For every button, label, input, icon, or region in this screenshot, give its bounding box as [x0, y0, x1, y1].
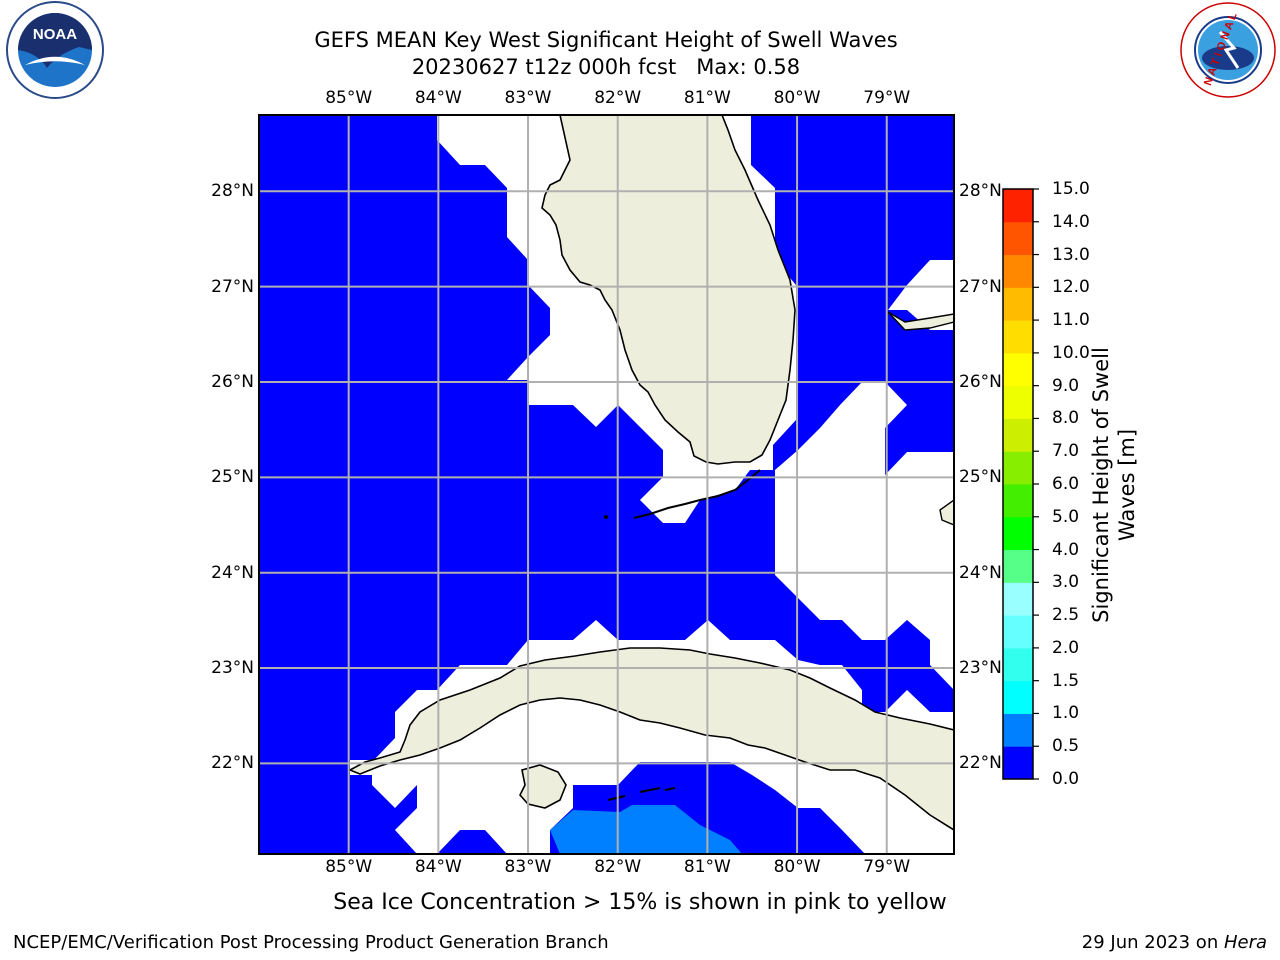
colorbar-segment — [1003, 451, 1033, 485]
lon-tick-label-bot: 79°W — [863, 857, 911, 877]
colorbar-segment — [1003, 582, 1033, 616]
lon-tick-label-bot: 82°W — [594, 857, 642, 877]
colorbar-tick-label: 8.0 — [1052, 408, 1080, 429]
colorbar-segment — [1003, 680, 1033, 714]
colorbar-tick-label: 1.0 — [1052, 703, 1080, 724]
isla-juventud — [519, 764, 567, 809]
colorbar-segment — [1003, 549, 1033, 583]
colorbar-tick-label: 6.0 — [1052, 474, 1080, 494]
lon-tick-label-top: 82°W — [594, 88, 642, 108]
lon-tick-label-top: 80°W — [773, 88, 821, 108]
colorbar-tick-label: 2.5 — [1052, 605, 1080, 626]
colorbar-segment — [1003, 221, 1033, 256]
colorbar-segment — [1003, 385, 1033, 419]
lon-tick-label-top: 85°W — [325, 88, 373, 108]
lat-tick-label-right: 23°N — [959, 658, 1002, 679]
colorbar-tick-label: 9.0 — [1052, 375, 1080, 396]
footer-host: Hera — [1223, 932, 1267, 953]
footer-date: 29 Jun 2023 on Hera — [1082, 932, 1267, 953]
colorbar-tick-label: 7.0 — [1052, 441, 1080, 462]
lat-tick-label-right: 28°N — [959, 181, 1002, 202]
lon-tick-label-bot: 84°W — [414, 857, 462, 877]
colorbar-tick-label: 12.0 — [1052, 277, 1090, 298]
lon-tick-label-bot: 85°W — [325, 857, 373, 877]
colorbar-segment — [1003, 484, 1033, 518]
lat-tick-label-right: 24°N — [959, 562, 1002, 583]
colorbar-segment — [1003, 615, 1033, 649]
colorbar-segment — [1003, 647, 1033, 682]
lat-tick-label-left: 23°N — [211, 658, 254, 679]
colorbar-segment — [1003, 189, 1033, 223]
map-frame — [258, 114, 955, 855]
colorbar-tick-label: 4.0 — [1052, 539, 1080, 560]
colorbar-tick-label: 14.0 — [1052, 211, 1090, 232]
lat-tick-label-right: 25°N — [959, 467, 1002, 488]
lat-tick-label-right: 22°N — [959, 753, 1002, 774]
colorbar-tick-label: 5.0 — [1052, 506, 1080, 527]
florida-keys — [633, 469, 761, 519]
cuba-land — [348, 647, 954, 831]
lon-tick-label-top: 79°W — [863, 88, 911, 108]
colorbar-tick-label: 0.0 — [1052, 769, 1080, 789]
graticule — [259, 115, 954, 854]
lat-tick-label-right: 27°N — [959, 276, 1002, 297]
lat-tick-label-left: 27°N — [211, 276, 254, 297]
grand-bahama — [887, 311, 954, 331]
lat-tick-label-right: 26°N — [959, 371, 1002, 392]
colorbar — [1002, 188, 1039, 780]
colorbar-segment — [1003, 254, 1033, 288]
sea-ice-caption: Sea Ice Concentration > 15% is shown in … — [333, 890, 947, 915]
lon-tick-label-bot: 83°W — [504, 857, 552, 877]
colorbar-tick-label: 2.0 — [1052, 637, 1080, 658]
colorbar-tick-label: 11.0 — [1052, 310, 1090, 331]
lon-tick-label-top: 84°W — [414, 88, 462, 108]
colorbar-segment — [1003, 516, 1033, 551]
andros-fragment — [939, 499, 954, 526]
lon-tick-label-top: 83°W — [504, 88, 552, 108]
colorbar-segment — [1003, 713, 1033, 747]
map-title-line2: 20230627 t12z 000h fcst Max: 0.58 — [411, 55, 801, 79]
lat-tick-label-left: 26°N — [211, 371, 254, 392]
colorbar-tick-label: 3.0 — [1052, 572, 1080, 593]
colorbar-segment — [1003, 352, 1033, 387]
footer-credit: NCEP/EMC/Verification Post Processing Pr… — [13, 932, 609, 953]
colorbar-label: Significant Height of Swell Waves [m] — [1089, 347, 1139, 623]
colorbar-segment — [1003, 746, 1033, 780]
lon-tick-label-bot: 80°W — [773, 857, 821, 877]
colorbar-segment — [1003, 418, 1033, 452]
colorbar-tick-label: 0.5 — [1052, 736, 1080, 757]
florida-land — [541, 115, 796, 465]
colorbar-tick-label: 1.5 — [1052, 670, 1080, 691]
map-title-line1: GEFS MEAN Key West Significant Height of… — [314, 28, 898, 52]
swell-patch-0.5 — [550, 805, 742, 854]
lon-tick-label-top: 81°W — [683, 88, 731, 108]
lat-tick-label-left: 24°N — [211, 562, 254, 583]
colorbar-tick-label: 10.0 — [1052, 342, 1090, 363]
lat-tick-label-left: 25°N — [211, 467, 254, 488]
lat-tick-label-left: 22°N — [211, 753, 254, 774]
footer-date-text: 29 Jun 2023 on — [1081, 932, 1224, 953]
lon-tick-label-bot: 81°W — [683, 857, 731, 877]
colorbar-segment — [1003, 320, 1033, 354]
colorbar-segment — [1003, 287, 1033, 321]
lat-tick-label-left: 28°N — [211, 181, 254, 202]
colorbar-tick-label: 13.0 — [1052, 244, 1090, 265]
colorbar-tick-label: 15.0 — [1052, 179, 1090, 199]
